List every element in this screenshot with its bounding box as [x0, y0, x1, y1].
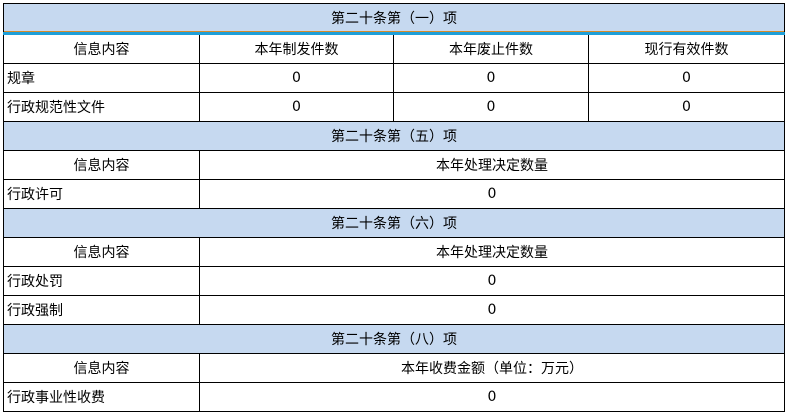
section-title: 第二十条第（八）项 [3, 324, 785, 354]
value-cell: 0 [199, 179, 785, 209]
disclosure-table: 第二十条第（一）项 信息内容 本年制发件数 本年废止件数 现行有效件数 规章 0… [3, 3, 785, 412]
table-row: 行政处罚 0 [3, 266, 785, 296]
value-cell: 0 [199, 266, 785, 296]
value-cell: 0 [199, 382, 785, 412]
value-cell: 0 [588, 92, 785, 122]
header-cell: 本年处理决定数量 [199, 237, 785, 267]
value-cell: 0 [588, 63, 785, 93]
column-headers: 信息内容 本年收费金额（单位：万元） [3, 353, 785, 383]
row-label: 行政处罚 [3, 266, 200, 296]
row-label: 行政事业性收费 [3, 382, 200, 412]
section-header: 第二十条第（一）项 [3, 3, 785, 35]
header-cell: 本年制发件数 [199, 33, 394, 64]
header-cell: 信息内容 [3, 150, 200, 180]
value-cell: 0 [393, 63, 589, 93]
header-cell: 信息内容 [3, 33, 200, 64]
table-row: 行政许可 0 [3, 179, 785, 209]
header-cell: 现行有效件数 [588, 33, 785, 64]
table-row: 行政事业性收费 0 [3, 382, 785, 412]
header-cell: 本年处理决定数量 [199, 150, 785, 180]
value-cell: 0 [393, 92, 589, 122]
row-label: 行政许可 [3, 179, 200, 209]
section-title: 第二十条第（五）项 [3, 121, 785, 151]
value-cell: 0 [199, 63, 394, 93]
table-row: 行政规范性文件 0 0 0 [3, 92, 785, 122]
table-row: 规章 0 0 0 [3, 63, 785, 93]
header-cell: 信息内容 [3, 353, 200, 383]
row-label: 行政规范性文件 [3, 92, 200, 122]
column-headers: 信息内容 本年处理决定数量 [3, 150, 785, 180]
row-label: 规章 [3, 63, 200, 93]
value-cell: 0 [199, 92, 394, 122]
header-cell: 信息内容 [3, 237, 200, 267]
section-header: 第二十条第（八）项 [3, 324, 785, 354]
section-header: 第二十条第（五）项 [3, 121, 785, 151]
section-title: 第二十条第（六）项 [3, 208, 785, 238]
column-headers: 信息内容 本年处理决定数量 [3, 237, 785, 267]
section-header: 第二十条第（六）项 [3, 208, 785, 238]
header-cell: 本年废止件数 [393, 33, 589, 64]
table-row: 行政强制 0 [3, 295, 785, 325]
column-headers: 信息内容 本年制发件数 本年废止件数 现行有效件数 [3, 33, 785, 64]
row-label: 行政强制 [3, 295, 200, 325]
value-cell: 0 [199, 295, 785, 325]
section-title: 第二十条第（一）项 [3, 3, 785, 35]
header-cell: 本年收费金额（单位：万元） [199, 353, 785, 383]
